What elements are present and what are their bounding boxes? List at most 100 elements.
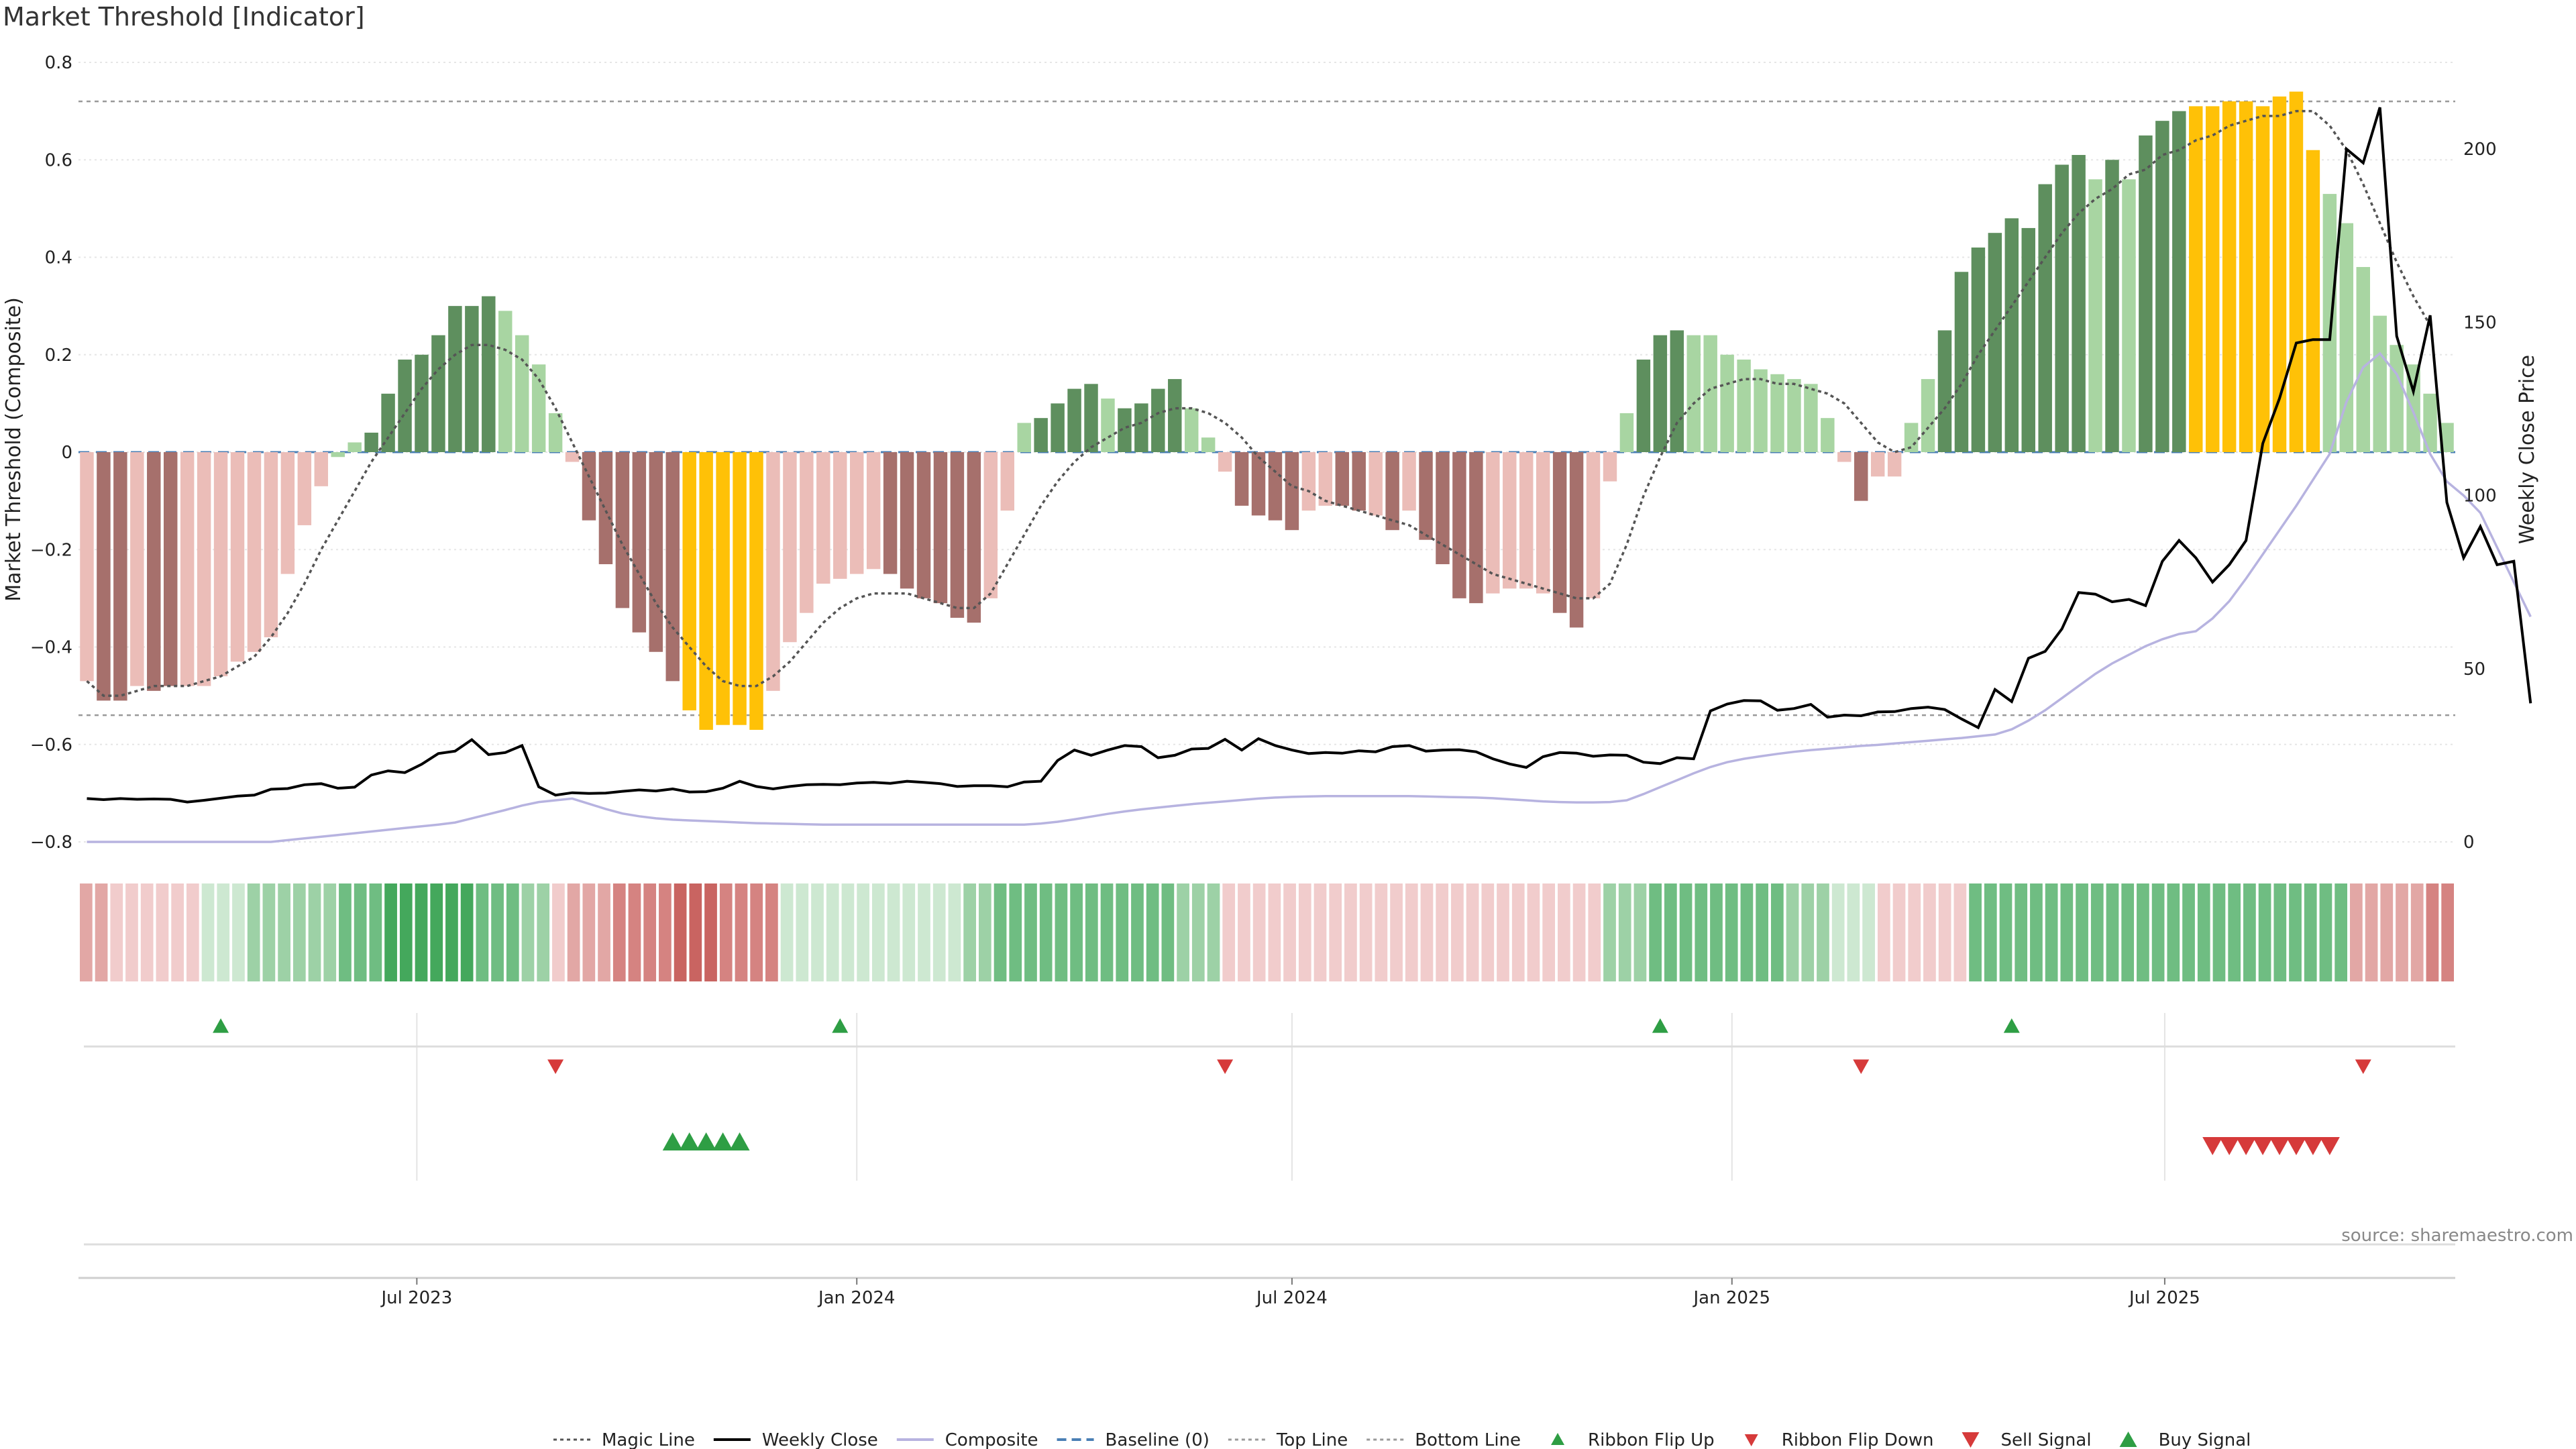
ribbon-cell bbox=[399, 883, 413, 981]
bar bbox=[1101, 398, 1115, 452]
ribbon-cell bbox=[1664, 883, 1677, 981]
bar bbox=[967, 452, 981, 623]
ribbon-cell bbox=[1359, 883, 1373, 981]
bar bbox=[1419, 452, 1433, 540]
ribbon-cell bbox=[1847, 883, 1860, 981]
bar bbox=[448, 306, 462, 452]
ribbon-cell bbox=[628, 883, 641, 981]
bar bbox=[699, 452, 713, 730]
ribbon-cell bbox=[567, 883, 580, 981]
ribbon-cell bbox=[1710, 883, 1723, 981]
bar bbox=[1720, 354, 1734, 452]
ribbon-cell bbox=[1313, 883, 1327, 981]
ribbon-cell bbox=[1756, 883, 1768, 981]
ribbon-cell bbox=[1298, 883, 1311, 981]
bar bbox=[1218, 452, 1232, 472]
signal-panel bbox=[78, 1013, 2455, 1279]
ribbon-cell bbox=[1695, 883, 1708, 981]
bar bbox=[548, 413, 563, 452]
ribbon-cell bbox=[2258, 883, 2271, 981]
legend-item: Ribbon Flip Up bbox=[1551, 1430, 1715, 1449]
ribbon-cell bbox=[1984, 883, 1997, 981]
legend-label: Ribbon Flip Up bbox=[1588, 1430, 1715, 1449]
bar bbox=[649, 452, 663, 652]
bar bbox=[1017, 423, 1031, 452]
bar bbox=[1603, 452, 1617, 482]
ribbon-cell bbox=[1436, 883, 1449, 981]
ribbon-cell bbox=[1908, 883, 1921, 981]
bar bbox=[665, 452, 680, 682]
ribbon-cell bbox=[506, 883, 519, 981]
ribbon-cell bbox=[369, 883, 382, 981]
bar bbox=[498, 311, 513, 452]
bar bbox=[1904, 423, 1919, 452]
ribbon-cell bbox=[2060, 883, 2074, 981]
bar bbox=[398, 360, 412, 452]
sell-signal-marker bbox=[2302, 1137, 2323, 1155]
ribbon-cell bbox=[110, 883, 123, 981]
bar bbox=[983, 452, 998, 598]
bar bbox=[1402, 452, 1416, 511]
ribbon-cell bbox=[1511, 883, 1525, 981]
ribbon-cell bbox=[1603, 883, 1616, 981]
x-tick-label: Jul 2023 bbox=[380, 1288, 452, 1308]
ribbon-cell bbox=[978, 883, 991, 981]
bar bbox=[716, 452, 730, 725]
ribbon-cell bbox=[780, 883, 794, 981]
ribbon-cell bbox=[384, 883, 397, 981]
y-left-tick-label: 0 bbox=[61, 443, 72, 463]
bar bbox=[2322, 194, 2337, 452]
ribbon-flip-up-marker bbox=[213, 1018, 229, 1033]
ribbon-cell bbox=[278, 883, 290, 981]
legend: Magic Line Weekly Close Composite Baseline … bbox=[553, 1430, 2251, 1449]
bar bbox=[1737, 360, 1751, 452]
ribbon-cell bbox=[201, 883, 215, 981]
bar bbox=[364, 432, 378, 452]
ribbon-cell bbox=[963, 883, 976, 981]
ribbon-cell bbox=[521, 883, 535, 981]
weekly-close-line bbox=[87, 107, 2532, 804]
bar bbox=[1971, 247, 1986, 452]
ribbon-cell bbox=[2015, 883, 2028, 981]
ribbon-cell bbox=[1999, 883, 2012, 981]
ribbon-cell bbox=[2441, 883, 2454, 981]
ribbon-cell bbox=[1831, 883, 1845, 981]
ribbon-cell bbox=[1618, 883, 1631, 981]
ribbon-cell bbox=[415, 883, 428, 981]
ribbon-cell bbox=[689, 883, 702, 981]
y-left-tick-label: 0.4 bbox=[45, 248, 72, 268]
bar bbox=[1234, 452, 1249, 506]
ribbon-cell bbox=[1420, 883, 1434, 981]
ribbon-cell bbox=[1055, 883, 1068, 981]
bar bbox=[2189, 106, 2203, 453]
bar bbox=[130, 452, 144, 686]
ribbon-cell bbox=[2076, 883, 2088, 981]
ribbon-cell bbox=[262, 883, 276, 981]
ribbon-cell bbox=[2151, 883, 2165, 981]
ribbon-cell bbox=[948, 883, 961, 981]
bar bbox=[833, 452, 847, 579]
ribbon-flip-down-marker bbox=[2355, 1059, 2371, 1074]
bar bbox=[331, 452, 345, 458]
ribbon-cell bbox=[2182, 883, 2195, 981]
ribbon-cell bbox=[217, 883, 230, 981]
bar bbox=[347, 442, 362, 452]
ribbon-cell bbox=[1481, 883, 1495, 981]
ribbon-cell bbox=[643, 883, 657, 981]
ribbon-cell bbox=[125, 883, 138, 981]
ribbon-cell bbox=[2121, 883, 2135, 981]
ribbon-cell bbox=[1786, 883, 1799, 981]
source-note: source: sharemaestro.com bbox=[2341, 1226, 2573, 1246]
bar bbox=[1519, 452, 1534, 589]
bar bbox=[2423, 393, 2437, 452]
ribbon-cell bbox=[2410, 883, 2424, 981]
bar bbox=[2021, 227, 2035, 452]
bar bbox=[1067, 388, 1081, 452]
ribbon-cell bbox=[1085, 883, 1098, 981]
bar bbox=[531, 364, 546, 452]
bar bbox=[1804, 384, 1818, 452]
bar bbox=[1887, 452, 1902, 477]
bar bbox=[1352, 452, 1366, 511]
y-left-tick-label: 0.8 bbox=[45, 53, 72, 73]
